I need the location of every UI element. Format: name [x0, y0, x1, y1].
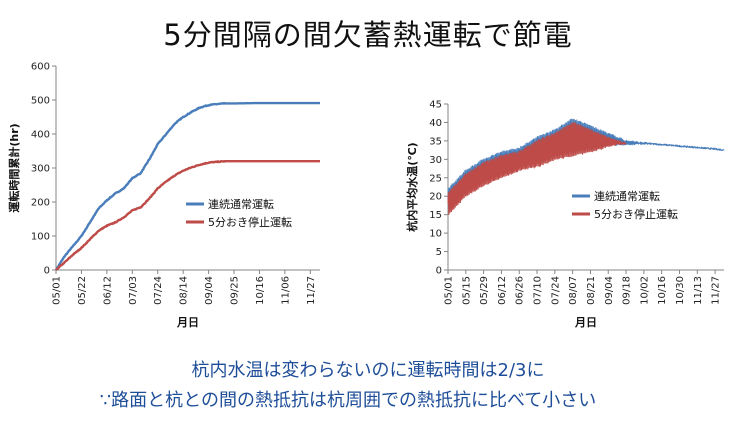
x-axis-title: 月日 — [574, 316, 597, 329]
y-tick-label: 35 — [429, 136, 442, 147]
x-tick-label: 10/02 — [639, 276, 650, 305]
slide-title: 5分間隔の間欠蓄熱運転で節電 — [163, 18, 573, 52]
chart-cumulative-runtime: 0 100 200 300 400 500 600 05/01 05/22 06/12 07/03 0… — [7, 62, 321, 329]
x-tick-label: 10/16 — [657, 276, 668, 305]
x-tick-label: 07/24 — [550, 276, 561, 305]
y-tick-label: 30 — [429, 155, 442, 166]
footer-conclusion: 杭内水温は変わらないのに運転時間は2/3に — [191, 360, 545, 381]
x-axis-title: 月日 — [176, 316, 199, 329]
x-tick-label: 11/27 — [711, 276, 722, 305]
x-tick-label: 11/27 — [306, 276, 317, 305]
x-tick-label: 07/10 — [533, 276, 544, 305]
y-tick-label: 200 — [31, 198, 50, 209]
y-tick-label: 0 — [44, 266, 50, 277]
x-tick-label: 07/03 — [128, 276, 139, 305]
x-tick-label: 09/25 — [230, 276, 241, 305]
x-tick-label: 05/01 — [52, 276, 63, 305]
x-tick-label: 06/12 — [497, 276, 508, 305]
y-axis-title: 運転時間累計(hr) — [7, 123, 21, 212]
x-tick-label: 10/16 — [255, 276, 266, 305]
footer-reason: ∵路面と杭との間の熱抵抗は杭周囲での熱抵抗に比べて小さい — [99, 390, 597, 411]
chart-pile-water-temperature: 0 5 10 15 20 25 30 35 40 45 05/01 05/15 05/29 06/12 06… — [405, 100, 725, 329]
x-tick-label: 09/04 — [604, 276, 615, 305]
x-tick-label: 08/07 — [568, 276, 579, 305]
y-tick-label: 600 — [31, 62, 50, 73]
y-tick-label: 40 — [429, 118, 442, 129]
x-tick-label: 09/04 — [204, 276, 215, 305]
y-tick-label: 300 — [31, 164, 50, 175]
x-tick-label: 08/14 — [179, 276, 190, 305]
y-axis-title: 杭内平均水温(℃) — [405, 142, 419, 231]
x-tick-label: 05/01 — [444, 276, 455, 305]
x-tick-label: 07/24 — [153, 276, 164, 305]
x-tick-label: 06/26 — [515, 276, 526, 305]
series-line — [55, 159, 321, 271]
x-tick-label: 05/22 — [77, 276, 88, 305]
y-tick-label: 10 — [429, 229, 442, 240]
x-tick-label: 05/29 — [479, 276, 490, 305]
y-tick-label: 45 — [429, 100, 442, 111]
y-tick-label: 15 — [429, 210, 442, 221]
legend-entry: 5分おき停止運転 — [208, 215, 292, 229]
x-tick-label: 08/21 — [586, 276, 597, 305]
x-tick-label: 06/12 — [102, 276, 113, 305]
y-tick-label: 500 — [31, 96, 50, 107]
y-tick-label: 100 — [31, 232, 50, 243]
y-tick-label: 20 — [429, 192, 442, 203]
legend-entry: 連続通常運転 — [594, 189, 660, 203]
y-tick-label: 25 — [429, 173, 442, 184]
y-tick-label: 400 — [31, 130, 50, 141]
x-tick-label: 09/18 — [622, 276, 633, 305]
legend-entry: 連続通常運転 — [208, 197, 274, 211]
x-tick-label: 11/13 — [693, 276, 704, 305]
y-tick-label: 0 — [436, 266, 442, 277]
legend-entry: 5分おき停止運転 — [594, 207, 678, 221]
y-tick-label: 5 — [436, 247, 442, 258]
x-tick-label: 11/06 — [280, 276, 291, 305]
x-tick-label: 05/15 — [461, 276, 472, 305]
series-line — [447, 122, 627, 215]
x-tick-label: 10/30 — [675, 276, 686, 305]
series-line — [55, 101, 321, 271]
